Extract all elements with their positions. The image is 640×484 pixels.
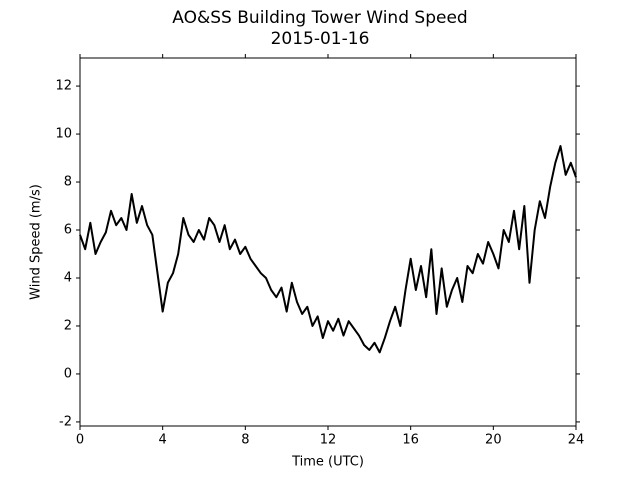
x-tick-label: 8 (241, 433, 249, 448)
y-tick-label: 6 (64, 223, 72, 238)
y-tick-label: 12 (55, 79, 72, 94)
y-tick-label: 8 (64, 175, 72, 190)
plot-frame (79, 57, 577, 427)
x-tick-label: 20 (485, 433, 502, 448)
x-axis-label: Time (UTC) (291, 455, 364, 470)
data-line (79, 145, 577, 354)
x-tick-label: 4 (159, 433, 167, 448)
x-tick-label: 24 (568, 433, 585, 448)
y-tick-label: 10 (55, 127, 72, 142)
chart-title: AO&SS Building Tower Wind Speed (172, 8, 467, 28)
y-tick-label: 0 (64, 366, 72, 381)
x-tick-label: 12 (320, 433, 337, 448)
x-tick-label: 16 (402, 433, 419, 448)
y-axis-label: Wind Speed (m/s) (29, 184, 44, 300)
y-tick-label: 4 (64, 270, 72, 285)
x-tick-label: 0 (76, 433, 84, 448)
chart-subtitle: 2015-01-16 (271, 29, 370, 49)
y-tick-label: 2 (64, 318, 72, 333)
y-tick-label: -2 (59, 414, 72, 429)
